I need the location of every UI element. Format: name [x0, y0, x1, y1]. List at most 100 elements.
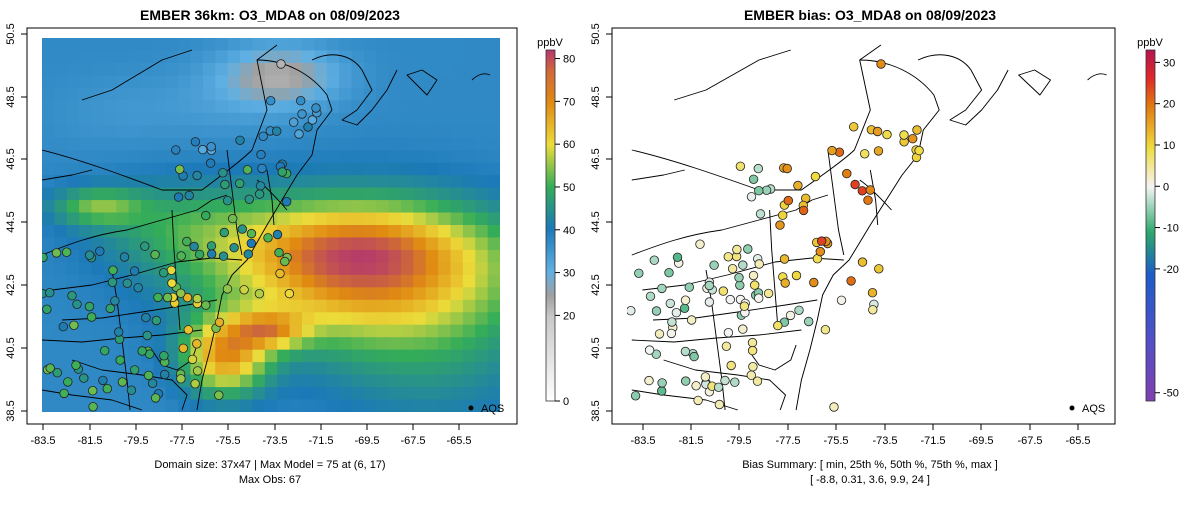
aqs-site-point: [84, 250, 95, 260]
heatmap-cell: [413, 349, 427, 363]
aqs-site-point: [280, 256, 290, 267]
heatmap-cell: [289, 75, 303, 89]
heatmap-cell: [351, 38, 365, 52]
heatmap-cell: [314, 262, 328, 276]
heatmap-cell: [425, 337, 439, 351]
bias-site-point: [686, 315, 697, 325]
bias-site-point: [754, 185, 764, 196]
heatmap-cell: [165, 200, 179, 214]
aqs-site-point: [229, 242, 239, 253]
heatmap-cell: [103, 312, 117, 326]
bias-site-point: [735, 280, 745, 291]
right-bias-points: [627, 59, 924, 412]
bias-site-point: [754, 293, 764, 303]
heatmap-cell: [376, 324, 390, 338]
heatmap-cell: [79, 112, 93, 126]
map-boundary-line: [748, 344, 797, 371]
heatmap-cell: [240, 38, 254, 52]
bias-site-point: [679, 303, 690, 314]
heatmap-cell: [326, 249, 340, 263]
heatmap-cell: [487, 249, 500, 263]
heatmap-cell: [450, 262, 464, 276]
heatmap-cell: [264, 175, 278, 189]
heatmap-cell: [314, 200, 328, 214]
heatmap-cell: [178, 212, 192, 226]
aqs-site-point: [176, 288, 186, 299]
heatmap-cell: [91, 137, 105, 151]
heatmap-cell: [425, 212, 439, 226]
heatmap-cell: [388, 387, 402, 401]
heatmap-cell: [413, 249, 427, 263]
right-colorbar: [1145, 49, 1156, 402]
bias-site-point: [753, 163, 764, 174]
heatmap-cell: [202, 399, 216, 412]
heatmap-cell: [215, 75, 229, 89]
heatmap-cell: [153, 237, 167, 251]
heatmap-cell: [301, 237, 315, 251]
heatmap-cell: [42, 75, 55, 89]
heatmap-cell: [314, 75, 328, 89]
heatmap-cell: [153, 337, 167, 351]
x-tick-label: -81.5: [77, 435, 102, 447]
map-boundary-line: [266, 169, 275, 226]
bias-site-point: [644, 345, 655, 355]
aqs-site-point: [190, 137, 201, 147]
heatmap-cell: [165, 62, 179, 76]
heatmap-cell: [376, 50, 390, 64]
bias-site-point: [798, 205, 809, 216]
heatmap-cell: [42, 312, 55, 326]
right-footer-line2: [ -8.8, 0.31, 3.6, 9.9, 24 ]: [810, 474, 930, 486]
heatmap-cell: [462, 212, 476, 226]
aqs-site-point: [311, 103, 321, 113]
heatmap-cell: [202, 337, 216, 351]
heatmap-cell: [66, 337, 80, 351]
heatmap-cell: [400, 187, 414, 201]
heatmap-cell: [475, 312, 489, 326]
heatmap-cell: [388, 324, 402, 338]
heatmap-cell: [450, 287, 464, 301]
map-boundary-line: [42, 44, 278, 191]
left-map-panel: EMBER 36km: O3_MDA8 on 08/09/2023 -83.5-…: [5, 7, 575, 486]
heatmap-cell: [202, 312, 216, 326]
heatmap-cell: [326, 112, 340, 126]
heatmap-cell: [227, 374, 241, 388]
heatmap-cell: [289, 324, 303, 338]
heatmap-cell: [202, 187, 216, 201]
heatmap-cell: [252, 337, 266, 351]
heatmap-cell: [42, 162, 55, 176]
map-boundary-line: [71, 359, 188, 411]
bias-site-point: [725, 294, 736, 305]
heatmap-cell: [363, 399, 377, 412]
heatmap-cell: [326, 38, 340, 52]
heatmap-cell: [79, 225, 93, 239]
heatmap-cell: [400, 137, 414, 151]
heatmap-cell: [487, 87, 500, 101]
heatmap-cell: [475, 38, 489, 52]
heatmap-cell: [413, 62, 427, 76]
heatmap-cell: [413, 50, 427, 64]
heatmap-cell: [388, 274, 402, 288]
aqs-site-point: [242, 165, 253, 175]
heatmap-cell: [475, 187, 489, 201]
heatmap-cell: [66, 125, 80, 139]
aqs-site-point: [174, 164, 185, 175]
heatmap-cell: [413, 362, 427, 376]
aqs-site-point: [244, 194, 255, 205]
heatmap-cell: [487, 337, 500, 351]
heatmap-cell: [475, 374, 489, 388]
heatmap-cell: [487, 112, 500, 126]
aqs-site-point: [69, 320, 79, 331]
heatmap-cell: [462, 100, 476, 114]
heatmap-cell: [91, 75, 105, 89]
heatmap-cell: [438, 162, 452, 176]
heatmap-cell: [227, 324, 241, 338]
bias-site-point: [738, 324, 748, 334]
heatmap-cell: [66, 100, 80, 114]
heatmap-cell: [326, 162, 340, 176]
aqs-site-point: [61, 247, 72, 257]
heatmap-cell: [277, 374, 291, 388]
bias-site-point: [693, 395, 703, 406]
heatmap-cell: [79, 274, 93, 288]
heatmap-cell: [388, 237, 402, 251]
bias-site-point: [691, 381, 701, 391]
